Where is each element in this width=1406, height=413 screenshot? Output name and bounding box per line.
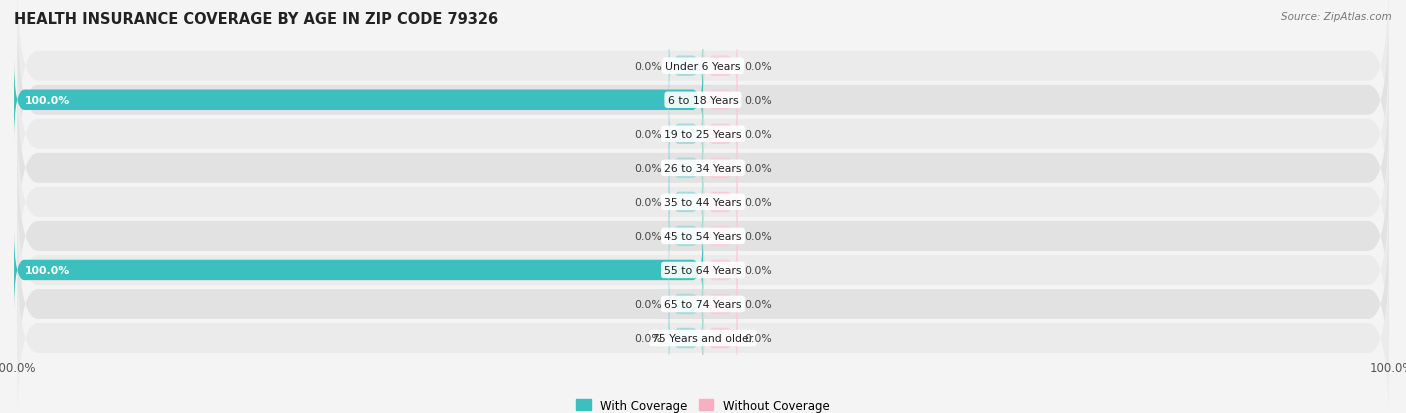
Text: 0.0%: 0.0% bbox=[744, 95, 772, 105]
Text: 26 to 34 Years: 26 to 34 Years bbox=[664, 164, 742, 173]
Text: HEALTH INSURANCE COVERAGE BY AGE IN ZIP CODE 79326: HEALTH INSURANCE COVERAGE BY AGE IN ZIP … bbox=[14, 12, 498, 27]
FancyBboxPatch shape bbox=[17, 251, 1389, 413]
Text: 0.0%: 0.0% bbox=[744, 164, 772, 173]
FancyBboxPatch shape bbox=[14, 60, 703, 141]
Text: 0.0%: 0.0% bbox=[744, 197, 772, 207]
FancyBboxPatch shape bbox=[703, 128, 738, 209]
Text: 45 to 54 Years: 45 to 54 Years bbox=[664, 231, 742, 241]
Text: Under 6 Years: Under 6 Years bbox=[665, 62, 741, 71]
Text: 0.0%: 0.0% bbox=[634, 299, 662, 309]
FancyBboxPatch shape bbox=[703, 60, 738, 141]
FancyBboxPatch shape bbox=[17, 150, 1389, 323]
Text: 35 to 44 Years: 35 to 44 Years bbox=[664, 197, 742, 207]
FancyBboxPatch shape bbox=[703, 196, 738, 277]
FancyBboxPatch shape bbox=[17, 47, 1389, 221]
FancyBboxPatch shape bbox=[17, 183, 1389, 357]
FancyBboxPatch shape bbox=[669, 26, 703, 107]
Text: 0.0%: 0.0% bbox=[744, 62, 772, 71]
Legend: With Coverage, Without Coverage: With Coverage, Without Coverage bbox=[572, 394, 834, 413]
Text: 0.0%: 0.0% bbox=[634, 164, 662, 173]
Text: 0.0%: 0.0% bbox=[744, 231, 772, 241]
FancyBboxPatch shape bbox=[669, 161, 703, 243]
Text: Source: ZipAtlas.com: Source: ZipAtlas.com bbox=[1281, 12, 1392, 22]
FancyBboxPatch shape bbox=[14, 230, 703, 311]
Text: 0.0%: 0.0% bbox=[744, 129, 772, 140]
Text: 0.0%: 0.0% bbox=[744, 265, 772, 275]
FancyBboxPatch shape bbox=[703, 230, 738, 311]
Text: 0.0%: 0.0% bbox=[634, 231, 662, 241]
FancyBboxPatch shape bbox=[669, 128, 703, 209]
Text: 55 to 64 Years: 55 to 64 Years bbox=[664, 265, 742, 275]
FancyBboxPatch shape bbox=[703, 94, 738, 175]
Text: 6 to 18 Years: 6 to 18 Years bbox=[668, 95, 738, 105]
FancyBboxPatch shape bbox=[17, 217, 1389, 391]
FancyBboxPatch shape bbox=[17, 116, 1389, 289]
FancyBboxPatch shape bbox=[669, 196, 703, 277]
FancyBboxPatch shape bbox=[703, 26, 738, 107]
Text: 0.0%: 0.0% bbox=[634, 197, 662, 207]
Text: 100.0%: 100.0% bbox=[24, 265, 70, 275]
FancyBboxPatch shape bbox=[17, 14, 1389, 188]
Text: 0.0%: 0.0% bbox=[634, 333, 662, 343]
FancyBboxPatch shape bbox=[17, 81, 1389, 255]
Text: 75 Years and older: 75 Years and older bbox=[652, 333, 754, 343]
Text: 65 to 74 Years: 65 to 74 Years bbox=[664, 299, 742, 309]
FancyBboxPatch shape bbox=[703, 263, 738, 345]
Text: 19 to 25 Years: 19 to 25 Years bbox=[664, 129, 742, 140]
FancyBboxPatch shape bbox=[669, 297, 703, 379]
Text: 100.0%: 100.0% bbox=[24, 95, 70, 105]
Text: 0.0%: 0.0% bbox=[634, 129, 662, 140]
FancyBboxPatch shape bbox=[703, 297, 738, 379]
FancyBboxPatch shape bbox=[669, 263, 703, 345]
Text: 0.0%: 0.0% bbox=[744, 333, 772, 343]
FancyBboxPatch shape bbox=[17, 0, 1389, 154]
FancyBboxPatch shape bbox=[669, 94, 703, 175]
Text: 0.0%: 0.0% bbox=[634, 62, 662, 71]
Text: 0.0%: 0.0% bbox=[744, 299, 772, 309]
FancyBboxPatch shape bbox=[703, 161, 738, 243]
